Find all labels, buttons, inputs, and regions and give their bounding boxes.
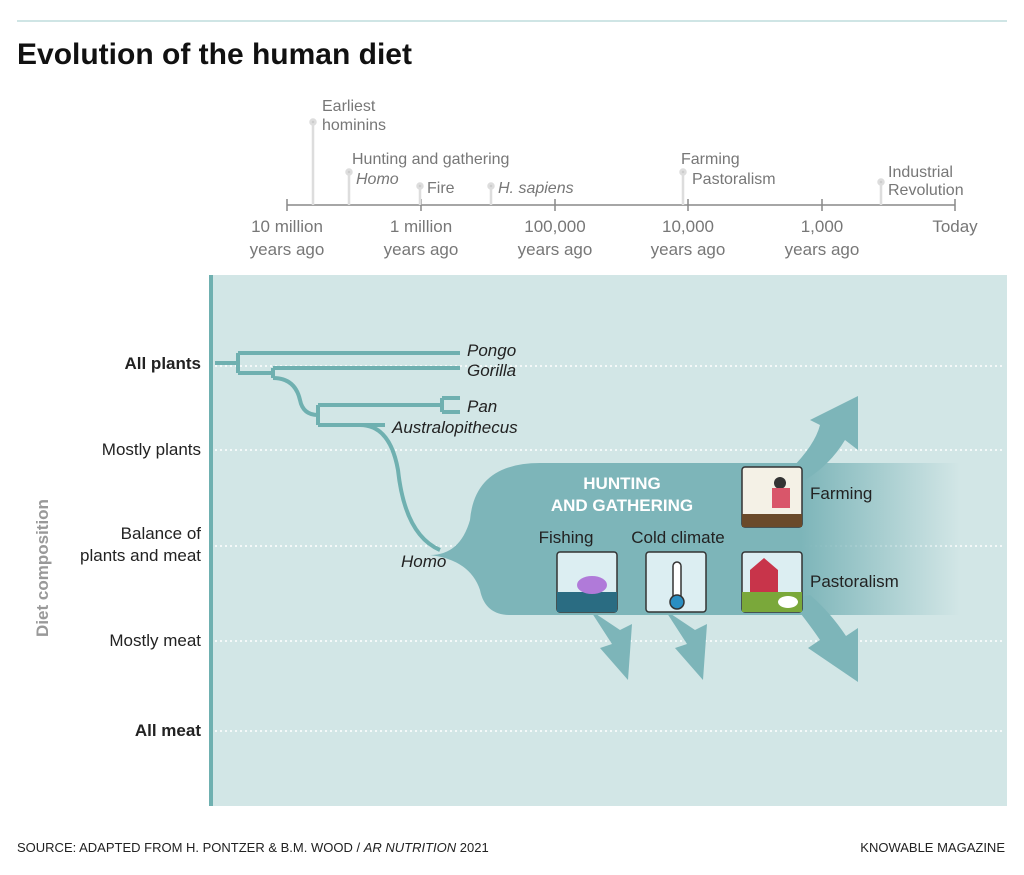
tick-label: years ago xyxy=(651,240,726,259)
tick-label: years ago xyxy=(250,240,325,259)
axis-title: Diet composition xyxy=(33,499,52,637)
branch-label: Cold climate xyxy=(631,528,725,547)
event-markers xyxy=(309,118,885,205)
source: SOURCE: ADAPTED FROM H. PONTZER & B.M. W… xyxy=(17,840,489,855)
event-label: Fire xyxy=(427,180,455,197)
taxon-label: Pongo xyxy=(467,341,516,360)
tick-label: Today xyxy=(932,217,978,236)
tick-label: 10 million xyxy=(251,217,323,236)
level-label: All plants xyxy=(124,354,201,373)
level-label: Balance of xyxy=(121,524,202,543)
tick-label: 1,000 xyxy=(801,217,844,236)
icons xyxy=(556,466,803,613)
level-label: Mostly meat xyxy=(109,631,201,650)
level-label: Mostly plants xyxy=(102,440,201,459)
tick-label: 1 million xyxy=(390,217,452,236)
taxon-label: Homo xyxy=(401,552,446,571)
level-label: All meat xyxy=(135,721,201,740)
tick-label: 10,000 xyxy=(662,217,714,236)
tick-label: years ago xyxy=(518,240,593,259)
event-label: Hunting and gathering xyxy=(352,151,509,168)
event-label: H. sapiens xyxy=(498,180,574,197)
branch-label: Farming xyxy=(810,484,872,503)
event-label: Homo xyxy=(356,171,399,188)
event-label: Revolution xyxy=(888,182,964,199)
tick-label: 100,000 xyxy=(524,217,585,236)
level-label: plants and meat xyxy=(80,546,201,565)
source-text: SOURCE: ADAPTED FROM H. PONTZER & B.M. W… xyxy=(17,840,364,855)
event-label: Industrial xyxy=(888,164,953,181)
band-title: HUNTING xyxy=(583,474,660,493)
event-label: Pastoralism xyxy=(692,171,776,188)
event-label: Farming xyxy=(681,151,740,168)
event-label: hominins xyxy=(322,117,386,134)
branch-label: Fishing xyxy=(539,528,594,547)
taxon-label: Australopithecus xyxy=(391,418,518,437)
band-title: AND GATHERING xyxy=(551,496,693,515)
source-text: AR NUTRITION xyxy=(363,840,457,855)
taxon-label: Gorilla xyxy=(467,361,516,380)
tick-label: years ago xyxy=(384,240,459,259)
timeline xyxy=(286,199,956,211)
event-label: Earliest xyxy=(322,98,376,115)
phylogeny xyxy=(215,351,460,552)
title: Evolution of the human diet xyxy=(17,38,412,71)
credit: KNOWABLE MAGAZINE xyxy=(860,840,1005,855)
source-text: 2021 xyxy=(456,840,489,855)
branch-label: Pastoralism xyxy=(810,572,899,591)
taxon-label: Pan xyxy=(467,397,497,416)
tick-label: years ago xyxy=(785,240,860,259)
